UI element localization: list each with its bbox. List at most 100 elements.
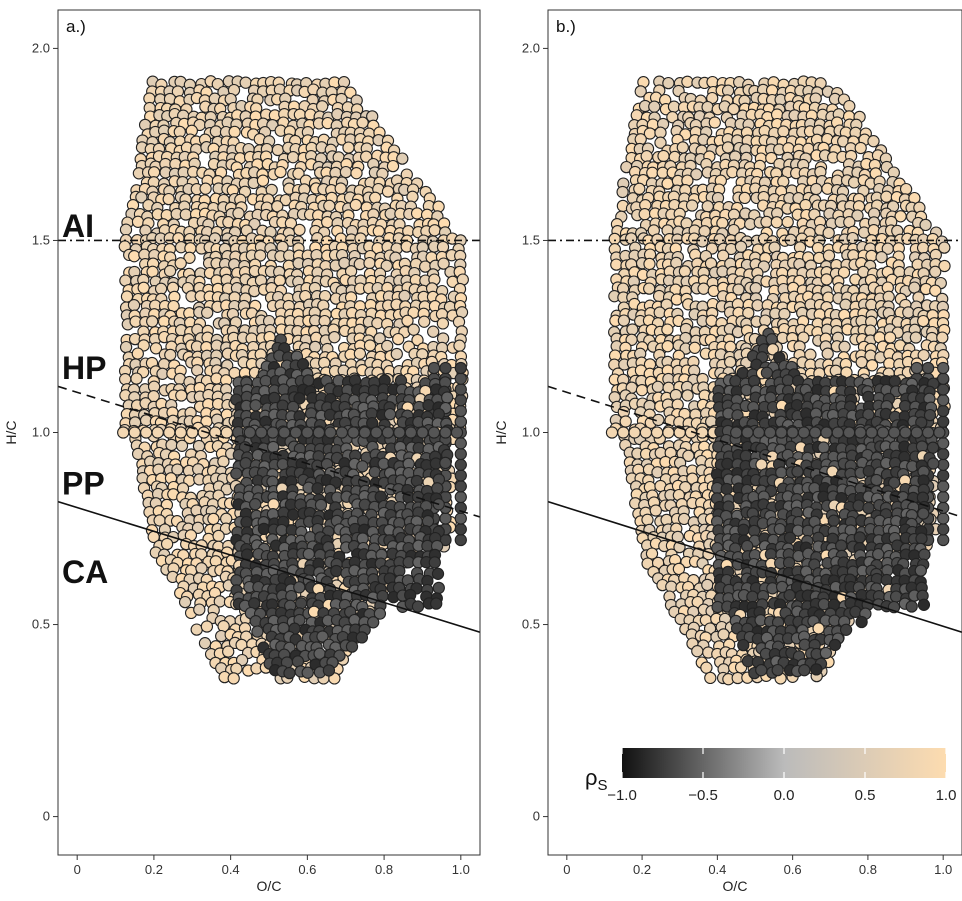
data-point xyxy=(233,208,244,219)
y-tick-label: 0.5 xyxy=(32,617,50,632)
data-point xyxy=(889,376,900,387)
data-point xyxy=(697,236,708,247)
data-point xyxy=(387,161,398,172)
data-point xyxy=(847,233,858,244)
data-point xyxy=(196,563,207,574)
data-point xyxy=(412,601,423,612)
data-point xyxy=(359,427,370,438)
data-point xyxy=(455,459,466,470)
data-point xyxy=(231,468,242,479)
data-point xyxy=(176,440,187,451)
data-point xyxy=(642,514,653,525)
data-point xyxy=(208,513,219,524)
data-point xyxy=(121,342,132,353)
data-point xyxy=(357,117,368,128)
data-point xyxy=(180,209,191,220)
data-point xyxy=(822,348,833,359)
data-point xyxy=(290,427,301,438)
x-tick-label: 0.2 xyxy=(145,862,163,877)
data-point xyxy=(620,416,631,427)
data-point xyxy=(284,668,295,679)
region-label-ca: CA xyxy=(62,554,108,590)
data-point xyxy=(357,461,368,472)
panel-label: a.) xyxy=(66,17,86,36)
data-point xyxy=(335,183,346,194)
data-point xyxy=(279,427,290,438)
data-point xyxy=(432,568,443,579)
data-point xyxy=(432,483,443,494)
data-point xyxy=(455,491,466,502)
data-point xyxy=(706,315,717,326)
data-point xyxy=(662,324,673,335)
data-point xyxy=(771,217,782,228)
data-point xyxy=(455,534,466,545)
data-point xyxy=(437,241,448,252)
data-point xyxy=(839,341,850,352)
data-point xyxy=(340,167,351,178)
data-point xyxy=(709,117,720,128)
data-point xyxy=(129,251,140,262)
data-point xyxy=(938,362,949,373)
x-axis-label: O/C xyxy=(257,878,282,894)
x-tick-label: 0 xyxy=(74,862,81,877)
data-point xyxy=(918,316,929,327)
data-point xyxy=(844,101,855,112)
data-point xyxy=(918,242,929,253)
data-point xyxy=(881,191,892,202)
data-point xyxy=(725,341,736,352)
data-point xyxy=(346,641,357,652)
data-point xyxy=(668,101,679,112)
data-point xyxy=(938,395,949,406)
data-point xyxy=(761,216,772,227)
data-point xyxy=(868,225,879,236)
data-point xyxy=(384,409,395,420)
data-point xyxy=(147,316,158,327)
data-point xyxy=(609,233,620,244)
data-point xyxy=(329,332,340,343)
data-point xyxy=(277,459,288,470)
data-point xyxy=(241,517,252,528)
data-point xyxy=(260,375,271,386)
data-point xyxy=(455,405,466,416)
data-point xyxy=(431,598,442,609)
y-tick-label: 1.0 xyxy=(32,425,50,440)
data-point xyxy=(778,176,789,187)
data-point xyxy=(866,250,877,261)
data-point xyxy=(455,481,466,492)
data-point xyxy=(910,332,921,343)
data-point xyxy=(175,258,186,269)
data-point xyxy=(440,427,451,438)
data-point xyxy=(118,427,129,438)
data-point xyxy=(382,340,393,351)
data-point xyxy=(302,667,313,678)
data-point xyxy=(701,662,712,673)
y-tick-label: 1.5 xyxy=(32,232,50,247)
data-point xyxy=(800,199,811,210)
data-point xyxy=(120,224,131,235)
data-point xyxy=(317,101,328,112)
data-point xyxy=(343,142,354,153)
data-point xyxy=(350,199,361,210)
data-point xyxy=(911,362,922,373)
data-point xyxy=(718,629,729,640)
data-point xyxy=(455,384,466,395)
data-point xyxy=(313,427,324,438)
data-point xyxy=(823,227,834,238)
data-point xyxy=(666,581,677,592)
data-point xyxy=(938,470,949,481)
data-point xyxy=(455,438,466,449)
data-point xyxy=(422,516,433,527)
data-point xyxy=(782,375,793,386)
data-point xyxy=(938,481,949,492)
data-point xyxy=(639,209,650,220)
data-point xyxy=(692,646,703,657)
data-point xyxy=(141,427,152,438)
data-point xyxy=(244,427,255,438)
y-axis-label: H/C xyxy=(3,420,19,444)
data-point xyxy=(175,427,186,438)
data-point xyxy=(930,266,941,277)
data-point xyxy=(223,646,234,657)
